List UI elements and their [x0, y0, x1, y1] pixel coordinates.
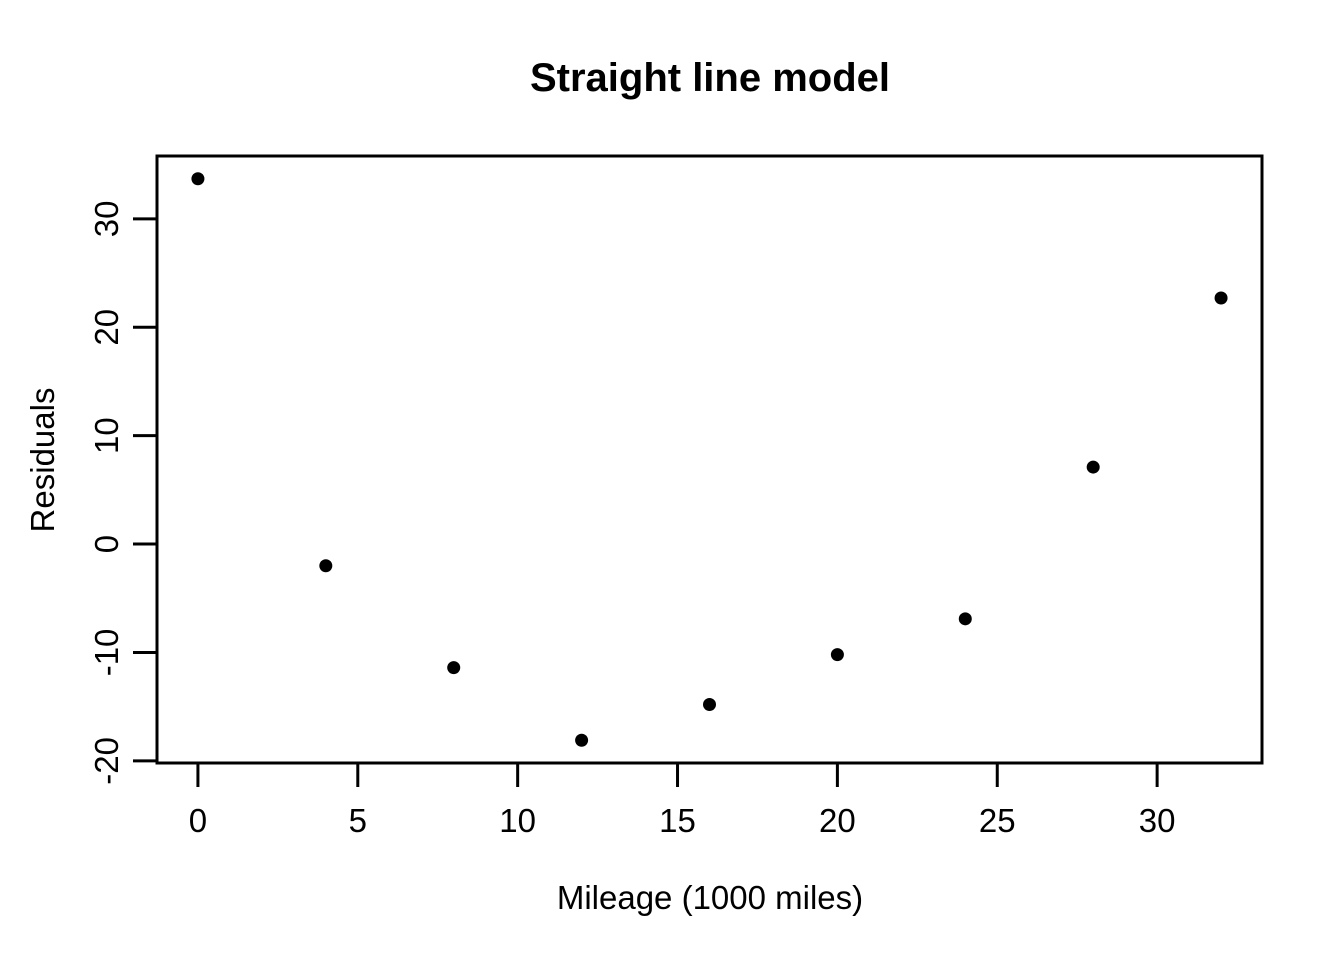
- data-point: [1086, 460, 1100, 474]
- y-tick-label: 30: [88, 201, 125, 238]
- x-tick-label: 25: [979, 802, 1016, 839]
- y-tick-label: 20: [88, 309, 125, 346]
- data-point: [447, 661, 461, 675]
- data-point: [575, 733, 589, 747]
- y-tick-label: 10: [88, 417, 125, 454]
- data-points: [191, 172, 1228, 747]
- plot-frame: [155, 154, 1264, 765]
- y-axis-label: Residuals: [24, 388, 61, 533]
- x-tick-label: 5: [349, 802, 367, 839]
- x-axis-label: Mileage (1000 miles): [557, 879, 863, 916]
- data-point: [319, 559, 333, 573]
- x-tick-label: 30: [1139, 802, 1176, 839]
- data-point: [1214, 291, 1228, 305]
- x-axis-ticks: 0 5 10 15 20 25 30: [189, 763, 1176, 839]
- y-tick-label: 0: [88, 535, 125, 553]
- y-axis-ticks: -20 -10 0 10 20 30: [88, 201, 157, 785]
- data-point: [703, 697, 716, 711]
- x-tick-label: 10: [499, 802, 536, 839]
- chart-title: Straight line model: [530, 56, 890, 100]
- y-tick-label: -10: [88, 629, 125, 677]
- data-point: [958, 612, 972, 626]
- x-tick-label: 20: [819, 802, 856, 839]
- x-tick-label: 15: [659, 802, 696, 839]
- x-tick-label: 0: [189, 802, 207, 839]
- data-point: [830, 648, 844, 662]
- data-point: [191, 172, 205, 186]
- y-tick-label: -20: [88, 737, 125, 785]
